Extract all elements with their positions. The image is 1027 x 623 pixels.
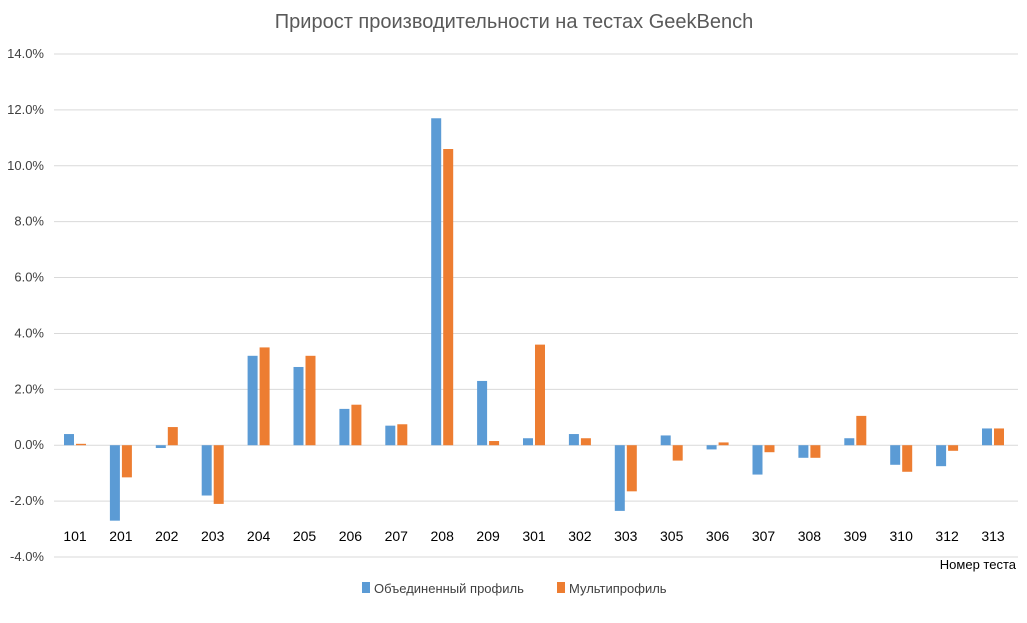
bar-208-series-1 — [431, 118, 442, 446]
bar-203-series-2 — [213, 445, 224, 504]
bar-205-series-2 — [305, 355, 316, 446]
bar-313-series-1 — [982, 428, 992, 446]
x-tick-label: 303 — [614, 528, 638, 544]
bar-307-series-1 — [752, 445, 763, 475]
bar-306-series-2 — [718, 442, 729, 446]
bar-206-series-1 — [339, 408, 350, 446]
bar-204-series-1 — [247, 355, 258, 446]
x-tick-label: 201 — [109, 528, 133, 544]
x-tick-label: 301 — [522, 528, 546, 544]
bar-206-series-2 — [351, 404, 362, 446]
bar-207-series-1 — [385, 425, 396, 446]
bar-312-series-1 — [936, 445, 947, 467]
bar-209-series-1 — [477, 380, 488, 446]
x-tick-label: 307 — [752, 528, 776, 544]
legend: Объединенный профиль Мультипрофиль — [362, 581, 667, 596]
gridlines — [54, 53, 1018, 558]
bar-301-series-2 — [535, 344, 545, 446]
y-tick-label: 12.0% — [7, 102, 44, 117]
x-tick-label: 101 — [63, 528, 87, 544]
y-tick-label: 2.0% — [14, 381, 44, 396]
bar-305-series-1 — [660, 435, 671, 446]
bar-205-series-1 — [293, 366, 304, 446]
y-tick-label: 6.0% — [14, 270, 44, 285]
y-tick-label: 14.0% — [7, 46, 44, 61]
x-tick-label: 209 — [476, 528, 500, 544]
x-tick-label: 204 — [247, 528, 271, 544]
bar-204-series-2 — [259, 347, 270, 446]
legend-label: Объединенный профиль — [374, 581, 524, 596]
bar-201-series-1 — [109, 445, 120, 521]
y-tick-label: 10.0% — [7, 158, 44, 173]
bar-306-series-1 — [706, 445, 717, 450]
bar-302-series-1 — [568, 434, 579, 446]
y-tick-label: 8.0% — [14, 214, 44, 229]
x-tick-label: 309 — [844, 528, 868, 544]
x-tick-label: 208 — [431, 528, 455, 544]
y-tick-label: 4.0% — [14, 325, 44, 340]
bar-309-series-1 — [844, 438, 855, 446]
bar-309-series-2 — [856, 415, 867, 446]
x-tick-label: 202 — [155, 528, 179, 544]
x-tick-label: 207 — [385, 528, 409, 544]
x-tick-label: 310 — [890, 528, 914, 544]
y-tick-label: 0.0% — [14, 437, 44, 452]
x-tick-label: 205 — [293, 528, 317, 544]
bar-209-series-2 — [489, 441, 500, 446]
x-axis-ticks: 101 201 202 203 204 205 206 207 208 209 301 302 303 3… — [63, 528, 1005, 544]
bar-301-series-1 — [523, 438, 533, 446]
y-tick-label: -2.0% — [10, 493, 44, 508]
legend-label: Мультипрофиль — [569, 581, 667, 596]
bar-101-series-2 — [76, 443, 86, 446]
bar-312-series-2 — [948, 445, 959, 451]
x-tick-label: 206 — [339, 528, 363, 544]
y-tick-label: -4.0% — [10, 549, 44, 564]
bar-307-series-2 — [764, 445, 775, 453]
bar-313-series-2 — [994, 428, 1004, 446]
bar-308-series-2 — [810, 445, 821, 458]
bar-310-series-1 — [890, 445, 901, 465]
x-tick-label: 306 — [706, 528, 730, 544]
x-tick-label: 313 — [981, 528, 1005, 544]
x-tick-label: 308 — [798, 528, 822, 544]
bar-203-series-1 — [201, 445, 212, 496]
bar-201-series-2 — [121, 445, 132, 478]
bar-202-series-1 — [155, 445, 166, 449]
x-tick-label: 312 — [935, 528, 959, 544]
bar-302-series-2 — [580, 438, 591, 446]
bar-303-series-1 — [614, 445, 625, 511]
bar-305-series-2 — [672, 445, 683, 461]
bar-101-series-1 — [64, 434, 74, 446]
x-tick-label: 302 — [568, 528, 592, 544]
legend-swatch — [362, 582, 370, 593]
legend-swatch — [557, 582, 565, 593]
x-tick-label: 203 — [201, 528, 225, 544]
bar-310-series-2 — [902, 445, 913, 472]
bars — [64, 118, 1004, 521]
bar-208-series-2 — [443, 149, 454, 446]
y-axis-ticks: -4.0% -2.0% 0.0% 2.0% 4.0% 6.0% 8.0% 10.0% 12.0%… — [7, 46, 44, 564]
chart-title: Прирост производительности на тестах Gee… — [275, 11, 753, 33]
x-axis-label: Номер теста — [940, 557, 1017, 572]
bar-308-series-1 — [798, 445, 809, 458]
bar-303-series-2 — [626, 445, 637, 492]
bar-202-series-2 — [167, 427, 178, 446]
bar-207-series-2 — [397, 424, 408, 446]
x-tick-label: 305 — [660, 528, 684, 544]
